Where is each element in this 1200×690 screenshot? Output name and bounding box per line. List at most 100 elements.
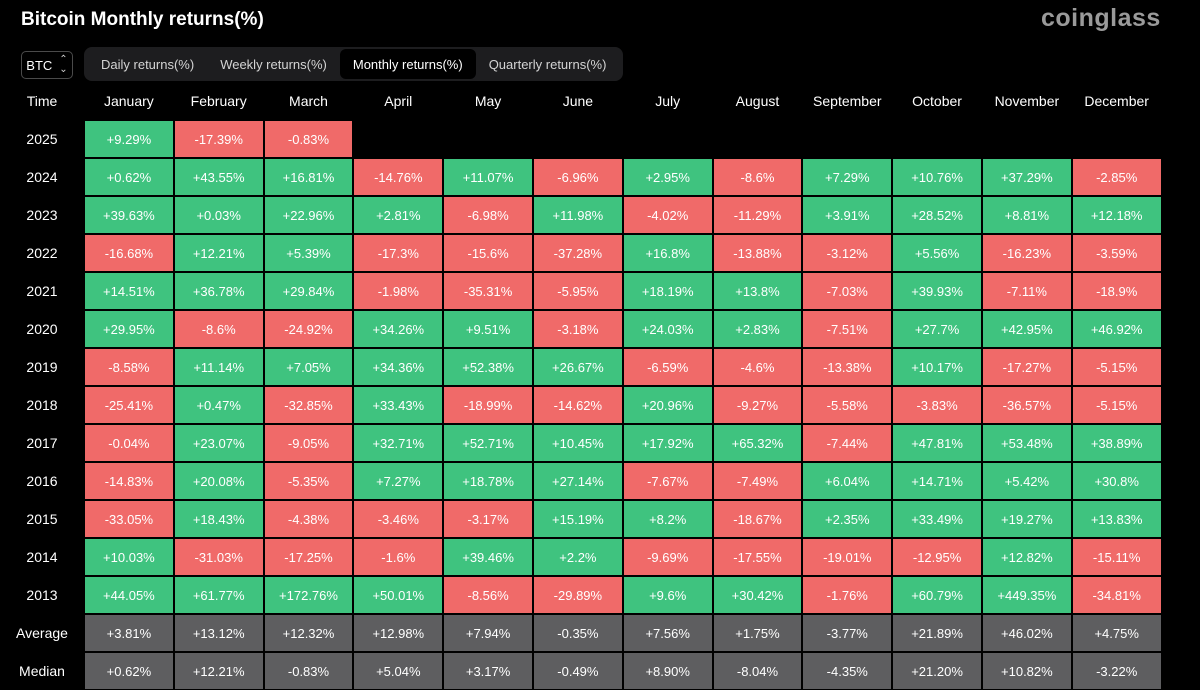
return-cell: +12.18% <box>1071 196 1162 234</box>
table-row: 2016 -14.83% +20.08% -5.35% +7.27% +18.78% +27… <box>0 462 1162 500</box>
return-cell: +18.78% <box>443 462 533 500</box>
return-cell: -14.83% <box>84 462 174 500</box>
summary-cell: +7.94% <box>443 614 533 652</box>
summary-cell: -4.35% <box>802 652 893 690</box>
coin-selector-value: BTC <box>26 57 53 73</box>
return-cell: -3.18% <box>532 310 623 348</box>
year-label: 2022 <box>0 234 84 272</box>
return-cell: +6.04% <box>802 462 893 500</box>
summary-cell: -0.83% <box>263 652 354 690</box>
return-cell: +47.81% <box>892 424 982 462</box>
return-cell: +39.93% <box>892 272 982 310</box>
column-header: June <box>532 82 623 120</box>
table-row: 2022 -16.68% +12.21% +5.39% -17.3% -15.6% -37.… <box>0 234 1162 272</box>
return-cell: +15.19% <box>532 500 623 538</box>
summary-cell: +4.75% <box>1071 614 1162 652</box>
return-cell: -7.03% <box>802 272 893 310</box>
summary-cell: +7.56% <box>622 614 713 652</box>
summary-cell: +12.32% <box>263 614 354 652</box>
return-cell: -14.62% <box>532 386 623 424</box>
return-cell: +29.84% <box>263 272 354 310</box>
year-label: 2019 <box>0 348 84 386</box>
summary-cell: +12.98% <box>353 614 444 652</box>
return-cell: -17.3% <box>353 234 444 272</box>
return-cell: +39.63% <box>84 196 174 234</box>
return-cell: -8.6% <box>173 310 264 348</box>
summary-cell: -0.49% <box>532 652 623 690</box>
return-cell: -9.05% <box>263 424 354 462</box>
table-header-row: Time January February March April May June July… <box>0 82 1162 120</box>
return-cell: -7.49% <box>712 462 803 500</box>
column-header: September <box>802 82 893 120</box>
column-header: December <box>1071 82 1162 120</box>
year-label: 2017 <box>0 424 84 462</box>
return-cell: +449.35% <box>981 576 1072 614</box>
return-cell: -18.67% <box>712 500 803 538</box>
column-header: November <box>981 82 1072 120</box>
year-label: 2013 <box>0 576 84 614</box>
return-cell: +12.21% <box>173 234 264 272</box>
column-header: February <box>173 82 264 120</box>
return-cell: +2.83% <box>712 310 803 348</box>
column-header: Time <box>0 82 84 120</box>
return-cell: +3.91% <box>802 196 893 234</box>
empty-cell <box>712 120 803 158</box>
return-cell: -32.85% <box>263 386 354 424</box>
return-cell: +20.96% <box>622 386 713 424</box>
return-cell: -8.6% <box>712 158 803 196</box>
summary-cell: +21.20% <box>892 652 982 690</box>
page-title: Bitcoin Monthly returns(%) <box>21 9 264 30</box>
return-cell: +10.03% <box>84 538 174 576</box>
return-cell: -4.02% <box>622 196 713 234</box>
return-cell: -0.83% <box>263 120 354 158</box>
return-cell: -16.23% <box>981 234 1072 272</box>
return-cell: +5.56% <box>892 234 982 272</box>
coinglass-logo: coinglass <box>1041 4 1161 32</box>
return-cell: +18.43% <box>173 500 264 538</box>
return-cell: +28.52% <box>892 196 982 234</box>
return-cell: +23.07% <box>173 424 264 462</box>
summary-cell: +10.82% <box>981 652 1072 690</box>
tab-quarterly-returns[interactable]: Quarterly returns(%) <box>488 56 607 72</box>
return-cell: +10.76% <box>892 158 982 196</box>
return-cell: +11.14% <box>173 348 264 386</box>
year-label: 2014 <box>0 538 84 576</box>
tab-weekly-returns[interactable]: Weekly returns(%) <box>220 56 327 72</box>
return-cell: +9.51% <box>443 310 533 348</box>
return-cell: -9.69% <box>622 538 713 576</box>
return-cell: +34.26% <box>353 310 444 348</box>
return-cell: -8.56% <box>443 576 533 614</box>
year-label: 2021 <box>0 272 84 310</box>
return-cell: -3.59% <box>1071 234 1162 272</box>
chevron-up-down-icon: ⌃ ⌄ <box>59 54 68 75</box>
return-cell: -4.38% <box>263 500 354 538</box>
return-cell: -9.27% <box>712 386 803 424</box>
return-cell: +14.51% <box>84 272 174 310</box>
return-cell: -29.89% <box>532 576 623 614</box>
return-cell: -7.67% <box>622 462 713 500</box>
return-cell: +27.7% <box>892 310 982 348</box>
return-cell: -19.01% <box>802 538 893 576</box>
return-cell: -17.25% <box>263 538 354 576</box>
return-cell: +38.89% <box>1071 424 1162 462</box>
return-cell: -8.58% <box>84 348 174 386</box>
returns-tab-bar: Daily returns(%) Weekly returns(%) Month… <box>84 47 624 81</box>
monthly-returns-table: Time January February March April May June July… <box>0 82 1162 690</box>
return-cell: -14.76% <box>353 158 444 196</box>
return-cell: -13.38% <box>802 348 893 386</box>
return-cell: +26.67% <box>532 348 623 386</box>
tab-monthly-returns[interactable]: Monthly returns(%) <box>339 49 476 79</box>
coin-selector[interactable]: BTC ⌃ ⌄ <box>21 51 73 79</box>
return-cell: -3.17% <box>443 500 533 538</box>
tab-daily-returns[interactable]: Daily returns(%) <box>101 56 195 72</box>
return-cell: -5.35% <box>263 462 354 500</box>
return-cell: -37.28% <box>532 234 623 272</box>
summary-cell: -3.77% <box>802 614 893 652</box>
return-cell: +13.8% <box>712 272 803 310</box>
summary-row: Average +3.81% +13.12% +12.32% +12.98% +7.94%… <box>0 614 1162 652</box>
year-label: 2020 <box>0 310 84 348</box>
empty-cell <box>802 120 893 158</box>
empty-cell <box>353 120 444 158</box>
table-row: 2015 -33.05% +18.43% -4.38% -3.46% -3.17% +15.… <box>0 500 1162 538</box>
return-cell: +24.03% <box>622 310 713 348</box>
